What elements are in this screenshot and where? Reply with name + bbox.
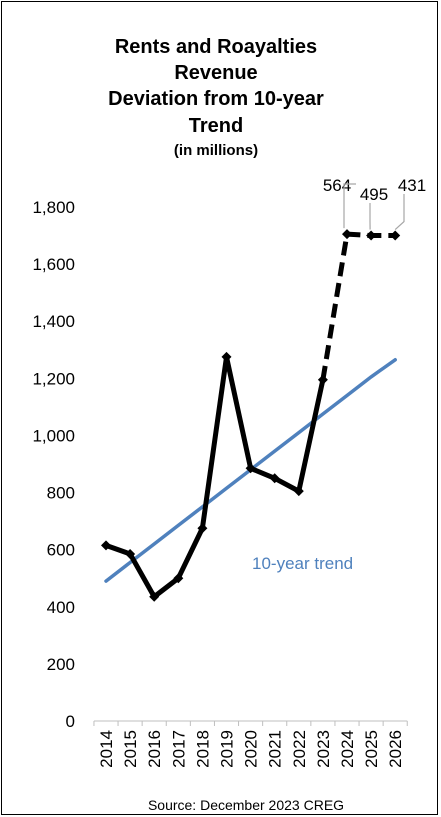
- y-tick-label: 1,000: [32, 426, 75, 445]
- x-tick-label: 2024: [338, 730, 357, 768]
- trend-label: 10-year trend: [252, 554, 353, 573]
- chart-title-line: Rents and Roayalties: [115, 36, 317, 58]
- callout-leader-line: [343, 183, 356, 229]
- x-tick-label: 2015: [121, 730, 140, 768]
- revenue-line-actual: [105, 354, 326, 600]
- x-tick-label: 2022: [290, 730, 309, 768]
- value-callouts: 564 495 431: [323, 176, 426, 230]
- y-tick-label: 800: [47, 484, 75, 503]
- y-tick-label: 1,400: [32, 312, 75, 331]
- revenue-point: [173, 573, 184, 584]
- revenue-point: [101, 540, 111, 551]
- x-tick-label: 2023: [314, 730, 333, 768]
- revenue-point: [149, 591, 160, 602]
- revenue-point: [366, 230, 377, 241]
- y-tick-label: 400: [47, 598, 75, 617]
- x-tick-label: 2014: [97, 730, 116, 768]
- x-tick-label: 2018: [193, 730, 212, 768]
- y-tick-label: 1,200: [32, 369, 75, 388]
- revenue-point: [197, 523, 208, 534]
- y-tick-label: 0: [66, 712, 75, 731]
- y-tick-label: 1,600: [32, 255, 75, 274]
- x-tick-label: 2019: [218, 730, 237, 768]
- revenue-point: [269, 473, 280, 484]
- chart-title-line: Revenue: [174, 62, 257, 84]
- x-tick-label: 2021: [266, 730, 285, 768]
- value-callout-label: 564: [323, 176, 351, 195]
- revenue-point: [125, 548, 136, 559]
- callout-leader-line: [394, 194, 405, 230]
- chart-subtitle: (in millions): [174, 142, 258, 159]
- value-callout-label: 431: [398, 176, 426, 195]
- x-tick-label: 2026: [386, 730, 405, 768]
- revenue-point: [245, 463, 256, 474]
- y-tick-label: 1,800: [32, 198, 75, 217]
- revenue-point: [342, 229, 352, 240]
- x-tick-label: 2017: [169, 730, 188, 768]
- y-tick-label: 200: [47, 655, 75, 674]
- x-tick-label: 2025: [362, 730, 381, 768]
- revenue-point: [293, 486, 304, 497]
- revenue-point: [317, 374, 328, 385]
- chart-title: Rents and Roayalties Revenue Deviation fro…: [108, 36, 324, 159]
- x-tick-label: 2016: [145, 730, 164, 768]
- source-note: Source: December 2023 CREG: [148, 797, 344, 813]
- revenue-series: [101, 229, 401, 602]
- revenue-line-projected: [320, 231, 396, 381]
- x-tick-label: 2020: [242, 730, 261, 768]
- revenue-point: [221, 351, 232, 362]
- chart-title-line: Trend: [189, 115, 243, 137]
- y-tick-label: 600: [47, 541, 75, 560]
- x-axis: 2014 2015 2016 2017 2018 2019 2020 2021 2022 2023…: [93, 720, 408, 768]
- y-axis: 0 200 400 600 800 1,000 1,200 1,400 1,600 1,800: [32, 198, 75, 731]
- value-callout-label: 495: [360, 185, 388, 204]
- revenue-point: [390, 230, 401, 241]
- chart-title-line: Deviation from 10-year: [108, 88, 324, 110]
